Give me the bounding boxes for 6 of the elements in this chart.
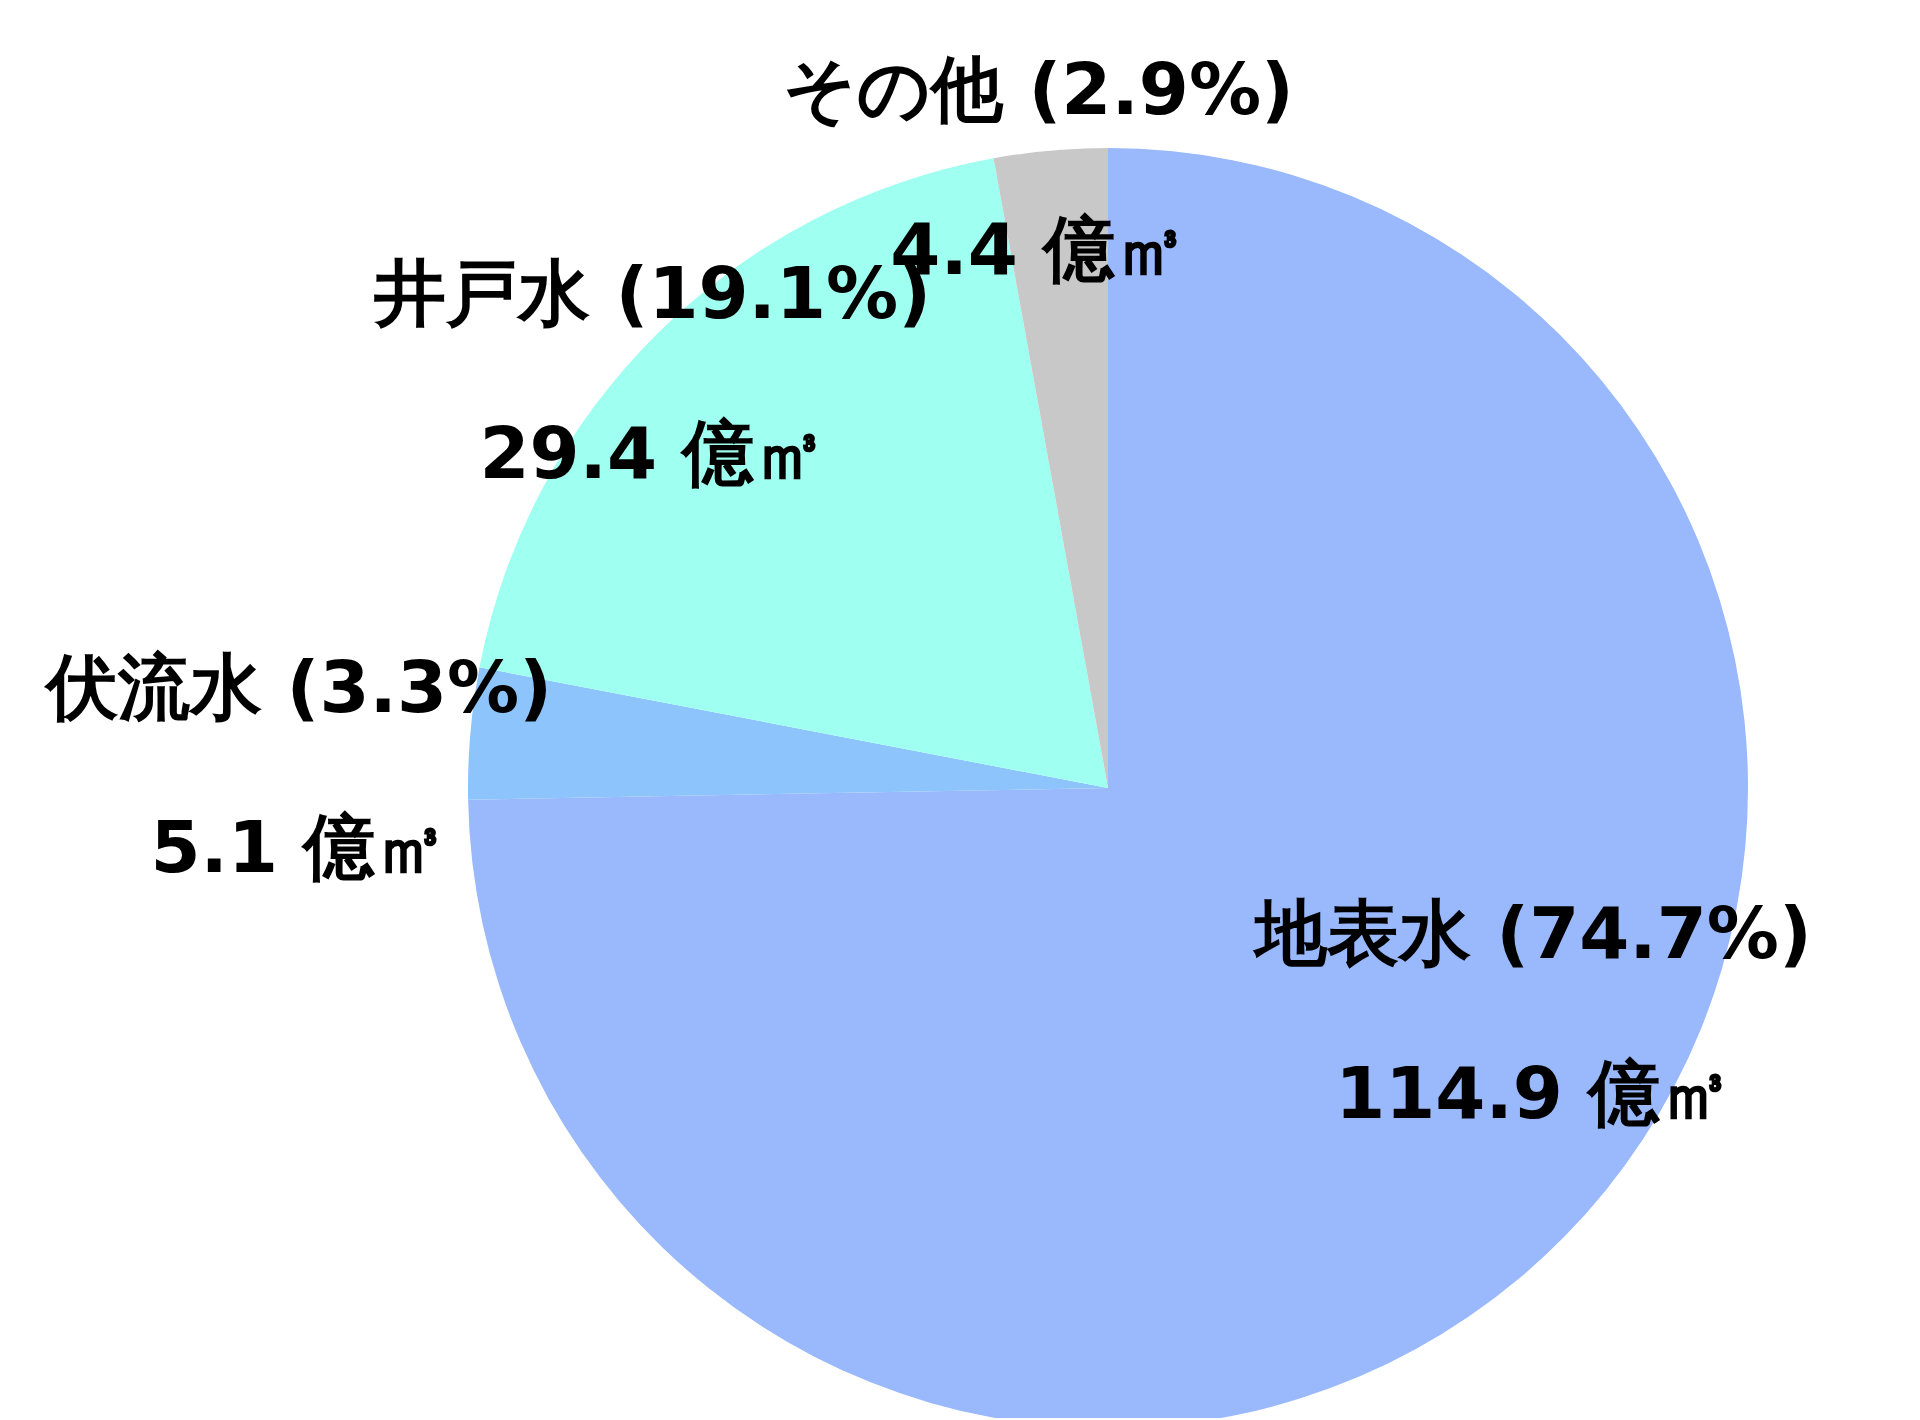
slice-label: 伏流水 (3.3%): [42, 644, 553, 729]
slice-label: 地表水 (74.7%): [1252, 890, 1812, 975]
data-label: 5.1 億㎥: [150, 804, 448, 889]
data-label: 29.4 億㎥: [479, 411, 827, 496]
slice-label: その他 (2.9%): [783, 47, 1294, 132]
data-label: 114.9 億㎥: [1335, 1050, 1732, 1135]
